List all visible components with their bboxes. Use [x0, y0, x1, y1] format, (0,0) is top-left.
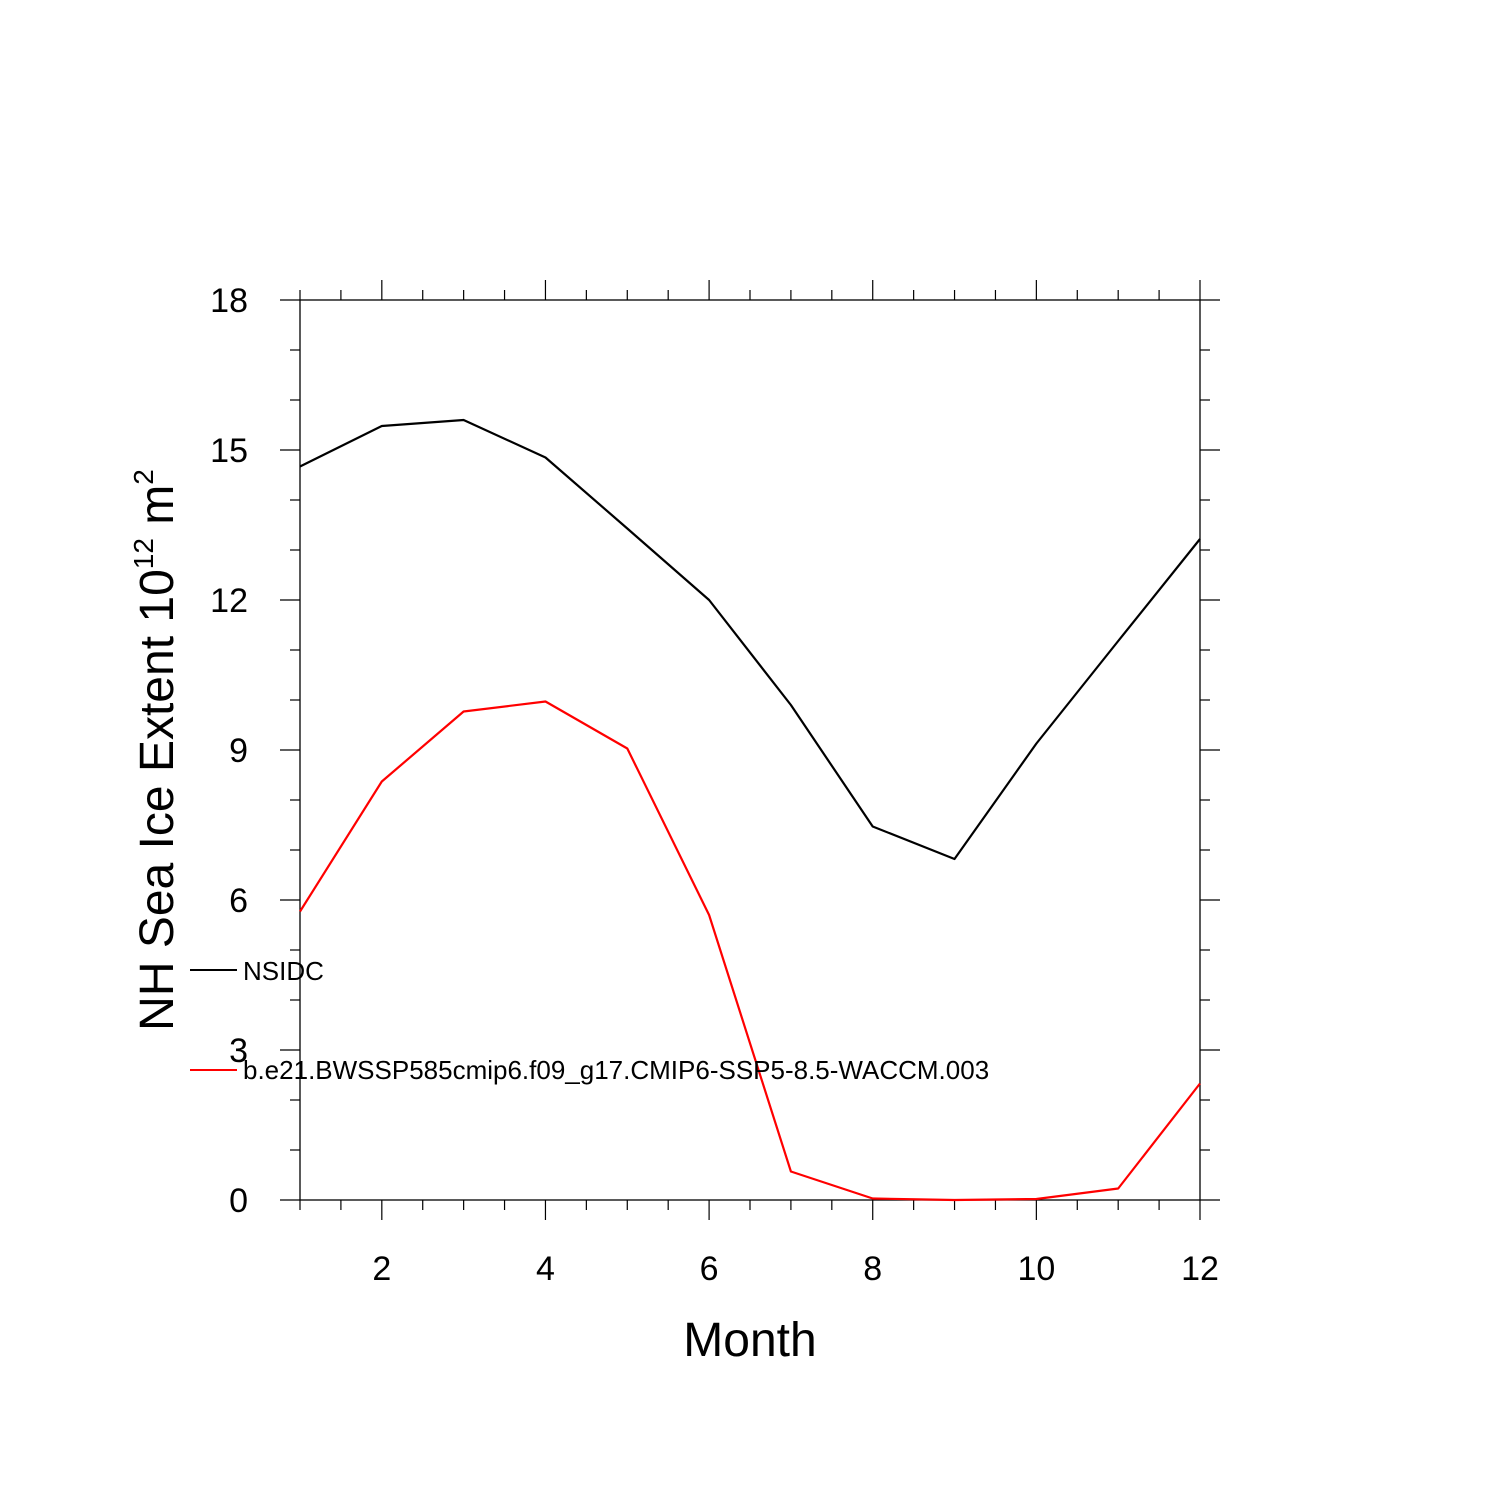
y-axis-title: NH Sea Ice Extent 1012 m2: [128, 469, 184, 1031]
x-tick-label: 12: [1181, 1250, 1219, 1288]
series-line-nsidc: [299, 418, 1201, 861]
x-axis-title: Month: [683, 1314, 816, 1367]
y-axis-ticks: [280, 299, 1220, 1201]
y-tick-label: 3: [229, 1032, 248, 1070]
x-axis-tick-labels: 2 4 6 8 10 12: [372, 1250, 1219, 1288]
legend-label-waccm: b.e21.BWSSP585cmip6.f09_g17.CMIP6-SSP5-8…: [243, 1055, 989, 1085]
y-axis-title-unit: m: [131, 485, 184, 538]
series-lines: [299, 418, 1201, 1202]
series-line-waccm: [299, 700, 1201, 1202]
y-tick-label: 6: [229, 882, 248, 920]
legend-label-nsidc: NSIDC: [243, 956, 324, 986]
y-tick-label: 12: [210, 582, 248, 620]
y-axis-title-unit-exponent: 2: [128, 469, 159, 485]
y-tick-label: 9: [229, 732, 248, 770]
y-tick-label: 0: [229, 1182, 248, 1220]
y-tick-label: 15: [210, 432, 248, 470]
x-tick-label: 10: [1017, 1250, 1055, 1288]
x-tick-label: 4: [536, 1250, 555, 1288]
legend: NSIDC b.e21.BWSSP585cmip6.f09_g17.CMIP6-…: [190, 956, 989, 1085]
x-axis-ticks: [299, 280, 1201, 1220]
y-tick-label: 18: [210, 282, 248, 320]
x-tick-label: 6: [700, 1250, 719, 1288]
x-tick-label: 8: [863, 1250, 882, 1288]
y-axis-title-exponent: 12: [128, 538, 159, 569]
y-axis-title-main: NH Sea Ice Extent 10: [131, 569, 184, 1031]
x-tick-label: 2: [372, 1250, 391, 1288]
y-axis-tick-labels: 0 3 6 9 12 15 18: [210, 282, 248, 1220]
